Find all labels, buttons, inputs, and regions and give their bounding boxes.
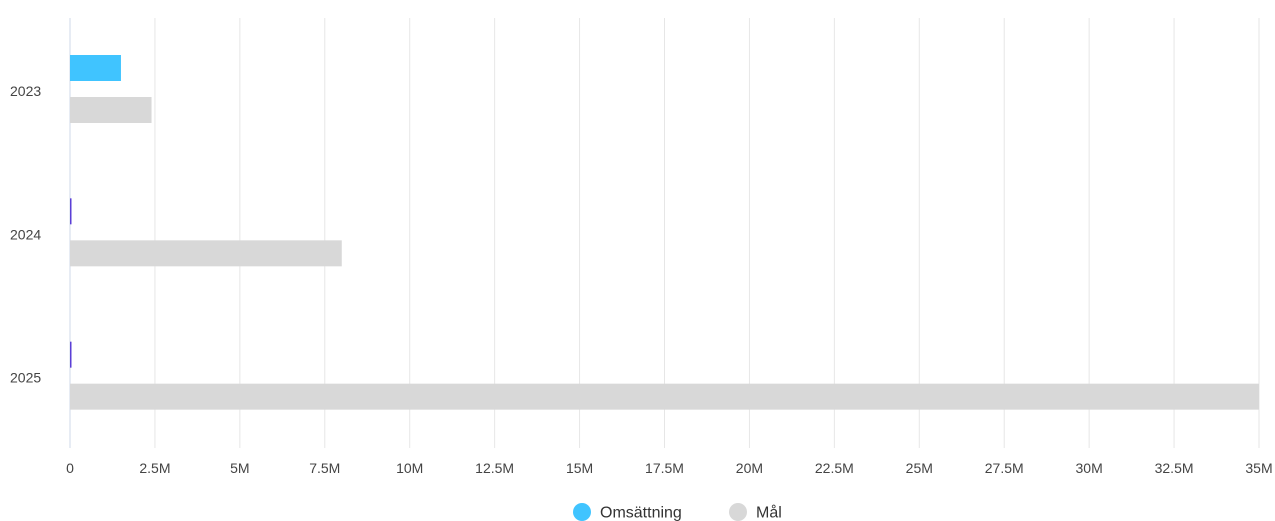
legend: Omsättning Mål (573, 503, 782, 521)
x-tick-label: 30M (1076, 460, 1103, 476)
x-tick-label: 7.5M (309, 460, 340, 476)
bar-omsattning-2024[interactable] (70, 198, 72, 225)
legend-marker[interactable] (573, 503, 591, 521)
y-category-label: 2024 (10, 226, 41, 242)
bar-omsattning-2023[interactable] (70, 55, 121, 81)
x-tick-label: 35M (1245, 460, 1272, 476)
bar-omsattning-2025[interactable] (70, 341, 72, 368)
x-tick-label: 0 (66, 460, 74, 476)
x-tick-label: 10M (396, 460, 423, 476)
x-tick-label: 20M (736, 460, 763, 476)
x-tick-label: 2.5M (139, 460, 170, 476)
bar-mal-2024[interactable] (70, 240, 342, 267)
y-category-label: 2023 (10, 83, 41, 99)
x-axis-ticks: 0 2.5M 5M 7.5M 10M 12.5M 15M 17.5M 20M 22.5M 25M 27… (66, 460, 1273, 476)
x-tick-label: 22.5M (815, 460, 854, 476)
legend-label[interactable]: Mål (756, 504, 782, 521)
x-tick-label: 27.5M (985, 460, 1024, 476)
bar-mal-2023[interactable] (70, 97, 152, 123)
legend-marker[interactable] (729, 503, 747, 521)
bars (70, 55, 1259, 410)
gridlines (69, 18, 1260, 448)
x-tick-label: 25M (906, 460, 933, 476)
x-tick-label: 17.5M (645, 460, 684, 476)
legend-label[interactable]: Omsättning (600, 505, 682, 521)
x-tick-label: 15M (566, 460, 593, 476)
x-tick-label: 32.5M (1155, 460, 1194, 476)
x-tick-label: 5M (230, 460, 249, 476)
x-tick-label: 12.5M (475, 460, 514, 476)
bar-mal-2025[interactable] (70, 383, 1259, 410)
y-axis-category-labels: 2023 2024 2025 (10, 83, 41, 386)
y-category-label: 2025 (10, 370, 41, 386)
